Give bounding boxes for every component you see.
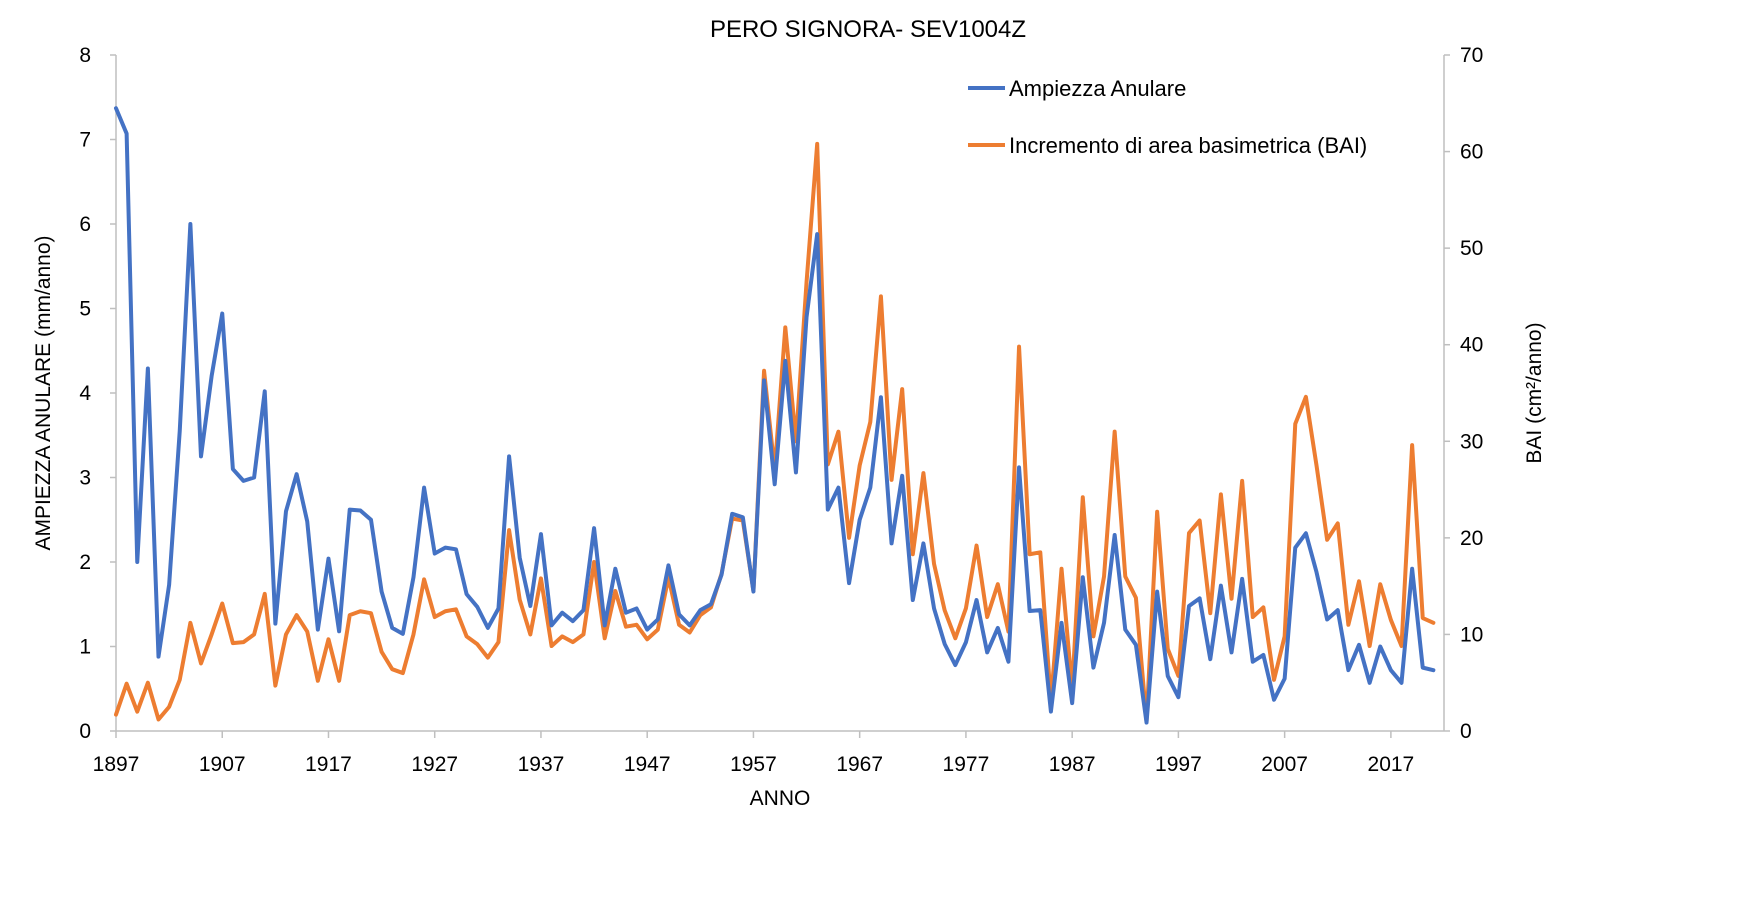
x-tick-label: 1997 [1155, 753, 1202, 776]
left-y-axis-tick-labels: 0 1 2 3 4 5 6 7 8 [79, 44, 116, 743]
x-tick-label: 1897 [93, 753, 140, 776]
x-tick-label: 2017 [1368, 753, 1415, 776]
right-y-axis-title: BAI (cm²/anno) [1523, 322, 1546, 463]
left-y-axis-title: AMPIEZZA ANULARE (mm/anno) [32, 235, 55, 550]
x-tick-label: 1917 [305, 753, 352, 776]
right-y-tick-label: 30 [1460, 430, 1483, 453]
right-y-tick-label: 60 [1460, 141, 1483, 164]
legend-label-ampiezza-anulare: Ampiezza Anulare [1009, 76, 1186, 101]
x-tick-label: 1937 [518, 753, 565, 776]
x-tick-label: 1967 [836, 753, 883, 776]
legend: Ampiezza Anulare Incremento di area basi… [968, 76, 1367, 158]
x-axis-title: ANNO [750, 787, 811, 810]
left-y-tick-label: 4 [79, 382, 91, 405]
x-tick-label: 1907 [199, 753, 246, 776]
left-y-tick-label: 0 [79, 720, 91, 743]
left-y-tick-label: 8 [79, 44, 91, 67]
right-y-tick-label: 40 [1460, 334, 1483, 357]
series-line-ampiezza-anulare [114, 106, 1436, 725]
x-tick-label: 2007 [1261, 753, 1308, 776]
left-y-tick-label: 1 [79, 636, 91, 659]
right-y-axis-tick-labels: 0 10 20 30 40 50 60 70 [1444, 44, 1483, 743]
x-tick-label: 1987 [1049, 753, 1096, 776]
left-y-tick-label: 5 [79, 298, 91, 321]
right-y-tick-label: 0 [1460, 720, 1472, 743]
x-tick-label: 1927 [411, 753, 458, 776]
x-tick-label: 1977 [943, 753, 990, 776]
right-y-tick-label: 20 [1460, 527, 1483, 550]
legend-label-bai: Incremento di area basimetrica (BAI) [1009, 133, 1367, 158]
x-tick-label: 1957 [730, 753, 777, 776]
series-layer [114, 106, 1436, 725]
right-y-tick-label: 10 [1460, 623, 1483, 646]
x-tick-label: 1947 [624, 753, 671, 776]
left-y-tick-label: 7 [79, 129, 91, 152]
right-y-tick-label: 50 [1460, 237, 1483, 260]
left-y-tick-label: 2 [79, 551, 91, 574]
x-axis-tick-labels: 1897 1907 1917 1927 1937 1947 1957 1967 1977 1987… [93, 731, 1415, 776]
left-y-tick-label: 6 [79, 213, 91, 236]
right-y-tick-label: 70 [1460, 44, 1483, 67]
chart-title: PERO SIGNORA- SEV1004Z [710, 16, 1026, 43]
left-y-tick-label: 3 [79, 467, 91, 490]
